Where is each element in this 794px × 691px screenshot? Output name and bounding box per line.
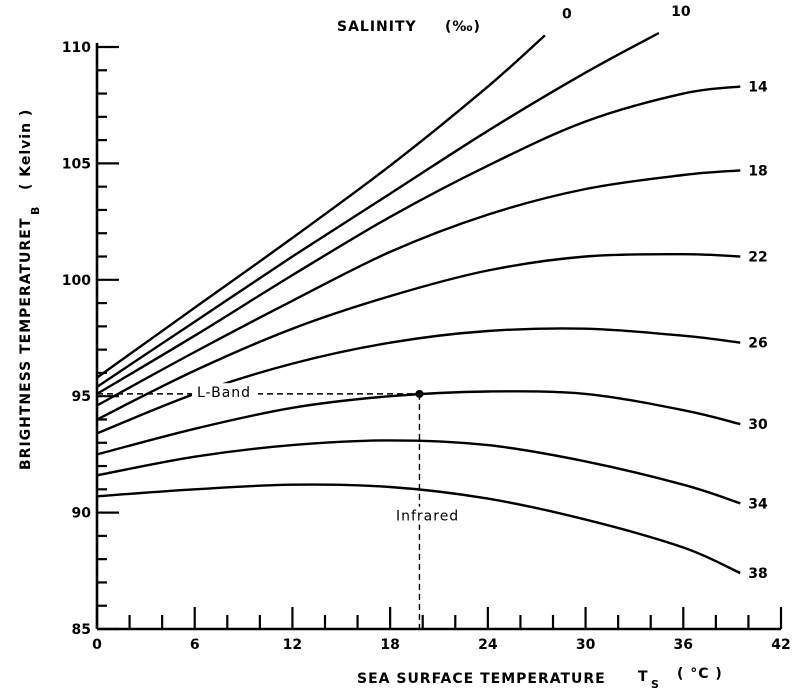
series-label-18: 18	[748, 163, 767, 179]
series-label-10: 10	[671, 4, 691, 20]
series-line-26	[96, 327, 741, 435]
y-axis-symbol: T	[18, 217, 34, 228]
x-tick-label: 6	[190, 637, 200, 653]
x-tick-label: 30	[576, 637, 596, 653]
series-line-18	[96, 169, 741, 407]
annotation-infrared: Infrared	[396, 509, 459, 525]
series-line-10	[96, 31, 660, 388]
series-line-30	[96, 390, 741, 456]
axes: 85 90 95 100 105 110 0 6 12 18 24 30 36 42	[62, 40, 791, 653]
intersection-marker	[415, 389, 424, 398]
series-line-0	[96, 34, 546, 379]
x-tick-label: 42	[771, 637, 790, 653]
series-line-34	[96, 439, 741, 505]
series-label-14: 14	[748, 80, 768, 96]
series-line-22	[96, 252, 741, 421]
series-layer	[96, 31, 741, 575]
guides	[97, 389, 424, 629]
x-tick-label: 12	[283, 637, 302, 653]
x-tick-label: 36	[674, 637, 693, 653]
annotation-bg	[192, 383, 259, 402]
x-axis-symbol-sub: S	[651, 678, 659, 691]
series-label-22: 22	[748, 250, 767, 266]
series-label-34: 34	[748, 496, 768, 512]
series-label-38: 38	[748, 566, 767, 582]
annotation-bg	[385, 506, 472, 525]
y-axis-unit: ( Kelvin )	[18, 109, 34, 190]
y-axis-symbol-sub: B	[29, 207, 42, 215]
y-tick-label: 100	[62, 273, 91, 289]
x-tick-label: 0	[92, 637, 102, 653]
series-line-14	[96, 85, 741, 395]
y-axis-title: BRIGHTNESS TEMPERATURE	[18, 228, 34, 470]
x-tick-label: 18	[380, 637, 399, 653]
x-axis-unit: ( °C )	[677, 666, 723, 682]
y-tick-label: 110	[62, 40, 91, 56]
series-label-30: 30	[748, 417, 768, 433]
x-axis-symbol: T	[638, 669, 649, 685]
y-tick-label: 90	[72, 506, 92, 522]
annotation-l-band: L-Band	[197, 385, 251, 401]
y-tick-label: 85	[72, 622, 91, 638]
series-line-38	[96, 483, 741, 575]
x-axis-title: SEA SURFACE TEMPERATURE	[357, 671, 606, 687]
y-tick-label: 105	[62, 156, 91, 172]
legend-unit: (‰)	[445, 19, 481, 35]
series-label-26: 26	[748, 336, 767, 352]
series-label-0: 0	[562, 6, 572, 22]
x-tick-label: 24	[478, 637, 498, 653]
labels: 0 10 14 18 22 26 30 34 38 L-Band Infrared	[192, 4, 768, 582]
legend-title: SALINITY	[337, 19, 417, 35]
y-tick-label: 95	[72, 389, 91, 405]
